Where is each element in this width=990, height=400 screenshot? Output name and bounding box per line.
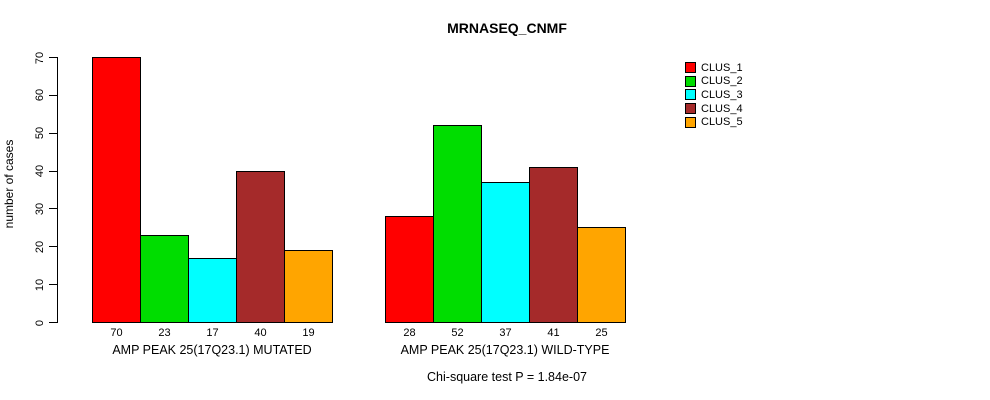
bar-clus_1-group2 [385, 216, 434, 323]
bar-value-label: 17 [206, 327, 219, 339]
bar-value-label: 41 [547, 327, 560, 339]
bar-value-label: 40 [254, 327, 267, 339]
legend-swatch-icon [685, 89, 696, 101]
y-tick [49, 132, 58, 134]
legend-item-clus_5: CLUS_5 [685, 115, 743, 129]
y-axis-line [57, 57, 58, 323]
bar-value-label: 37 [499, 327, 512, 339]
y-tick [49, 322, 58, 323]
bar-value-label: 25 [595, 327, 608, 339]
legend-label: CLUS_3 [701, 88, 743, 101]
legend: CLUS_1 CLUS_2 CLUS_3 CLUS_4 CLUS_5 [685, 61, 743, 129]
legend-label: CLUS_5 [701, 116, 743, 129]
legend-label: CLUS_2 [701, 75, 743, 88]
chart-title: MRNASEQ_CNMF [447, 20, 567, 36]
bar-clus_2-group1 [140, 235, 189, 323]
bar-value-label: 52 [451, 327, 464, 339]
y-tick-label: 40 [34, 164, 46, 178]
y-axis-label: number of cases [2, 139, 16, 229]
y-tick [49, 208, 58, 210]
bar-value-label: 28 [403, 327, 416, 339]
bar-clus_5-group1 [284, 250, 333, 323]
y-tick [49, 57, 58, 58]
bar-clus_4-group1 [236, 171, 285, 323]
legend-swatch-icon [685, 62, 696, 74]
y-tick-label: 60 [34, 89, 46, 102]
legend-label: CLUS_4 [701, 102, 743, 115]
y-tick-label: 70 [34, 51, 46, 64]
bar-clus_5-group2 [577, 227, 626, 323]
bar-clus_1-group1 [92, 57, 141, 323]
y-tick [49, 170, 58, 172]
legend-item-clus_1: CLUS_1 [685, 61, 743, 75]
y-tick [49, 94, 58, 96]
chi-square-note: Chi-square test P = 1.84e-07 [427, 370, 587, 384]
legend-item-clus_2: CLUS_2 [685, 75, 743, 89]
y-tick-label: 20 [34, 240, 46, 253]
group-label: AMP PEAK 25(17Q23.1) WILD-TYPE [400, 343, 610, 357]
bar-clus_2-group2 [433, 125, 482, 323]
bar-value-label: 23 [158, 327, 171, 339]
bar-clus_4-group2 [529, 167, 578, 323]
legend-swatch-icon [685, 116, 696, 128]
group-label: AMP PEAK 25(17Q23.1) MUTATED [112, 343, 312, 357]
legend-label: CLUS_1 [701, 61, 743, 74]
legend-item-clus_4: CLUS_4 [685, 102, 743, 116]
bar-value-label: 70 [110, 327, 123, 339]
legend-swatch-icon [685, 75, 696, 87]
y-tick-label: 30 [34, 202, 46, 216]
y-tick-label: 50 [34, 127, 46, 140]
y-tick-label: 0 [34, 319, 46, 326]
bar-clus_3-group1 [188, 258, 237, 323]
legend-swatch-icon [685, 103, 696, 115]
legend-item-clus_3: CLUS_3 [685, 88, 743, 102]
y-tick [49, 246, 58, 248]
bar-value-label: 19 [302, 327, 315, 339]
y-tick [49, 284, 58, 286]
bar-clus_3-group2 [481, 182, 530, 323]
y-tick-label: 10 [34, 278, 46, 291]
